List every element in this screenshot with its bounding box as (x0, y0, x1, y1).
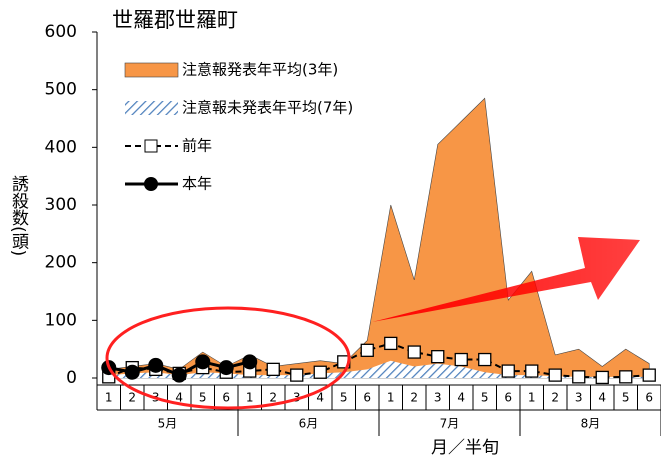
x-tick-label: 6 (363, 391, 371, 405)
marker (384, 336, 398, 351)
marker (242, 354, 258, 370)
legend-label: 注意報発表年平均(3年) (182, 61, 338, 79)
marker (195, 354, 211, 370)
y-tick-label: 600 (45, 22, 77, 42)
x-tick-label: 6 (504, 391, 512, 405)
x-tick-label: 6 (645, 391, 653, 405)
y-tick-label: 300 (45, 195, 77, 215)
highlight-ellipse (105, 306, 351, 410)
trend-arrow (372, 237, 640, 322)
group-label: 6月 (299, 417, 319, 431)
x-tick-label: 4 (598, 391, 606, 405)
marker (454, 352, 468, 367)
marker (642, 368, 656, 382)
x-tick-label: 3 (575, 391, 583, 405)
legend-swatch (124, 62, 179, 78)
marker (266, 362, 280, 377)
marker (218, 360, 234, 376)
marker (595, 370, 609, 385)
hatched-area (108, 360, 650, 378)
x-tick-label: 1 (105, 391, 113, 405)
legend-marker (144, 177, 158, 191)
y-axis-label: 誘殺数(頭) (8, 175, 29, 256)
marker (407, 345, 421, 359)
x-tick-label: 5 (622, 391, 630, 405)
x-tick-label: 2 (128, 391, 136, 405)
x-tick-label: 2 (269, 391, 277, 405)
y-tick-label: 400 (45, 137, 77, 157)
marker (525, 364, 539, 378)
group-label: 5月 (158, 417, 178, 431)
legend-marker (144, 139, 158, 153)
marker (148, 357, 164, 373)
legend-label: 前年 (182, 137, 212, 155)
marker (290, 368, 304, 382)
y-tick-label: 0 (66, 368, 77, 388)
marker (124, 364, 140, 380)
marker (360, 343, 374, 357)
x-tick-label: 5 (199, 391, 207, 405)
marker (619, 370, 633, 384)
x-tick-label: 4 (175, 391, 183, 405)
marker (313, 365, 327, 379)
y-tick-label: 500 (45, 80, 77, 100)
legend-swatch (125, 101, 178, 115)
x-tick-label: 3 (293, 391, 301, 405)
group-label: 8月 (581, 417, 601, 431)
area (108, 97, 650, 379)
x-axis-label: 月／半旬 (431, 438, 499, 458)
marker (501, 364, 515, 378)
y-tick-label: 100 (45, 310, 77, 330)
y-tick-label: 200 (45, 253, 77, 273)
x-tick-label: 4 (457, 391, 465, 405)
x-tick-label: 4 (316, 391, 324, 405)
marker (572, 370, 586, 384)
x-tick-label: 3 (434, 391, 442, 405)
x-tick-label: 1 (246, 391, 254, 405)
group-label: 7月 (440, 417, 460, 431)
legend-label: 本年 (182, 175, 212, 193)
x-tick-label: 5 (481, 391, 489, 405)
x-tick-label: 2 (551, 391, 559, 405)
marker (548, 368, 562, 382)
marker (431, 350, 445, 364)
x-tick-label: 6 (222, 391, 230, 405)
x-tick-label: 2 (410, 391, 418, 405)
x-tick-label: 1 (387, 391, 395, 405)
x-tick-label: 1 (528, 391, 536, 405)
chart-title: 世羅郡世羅町 (112, 8, 238, 32)
x-tick-label: 5 (340, 391, 348, 405)
marker (171, 367, 187, 383)
legend-label: 注意報未発表年平均(7年) (182, 99, 353, 117)
marker (478, 352, 492, 367)
